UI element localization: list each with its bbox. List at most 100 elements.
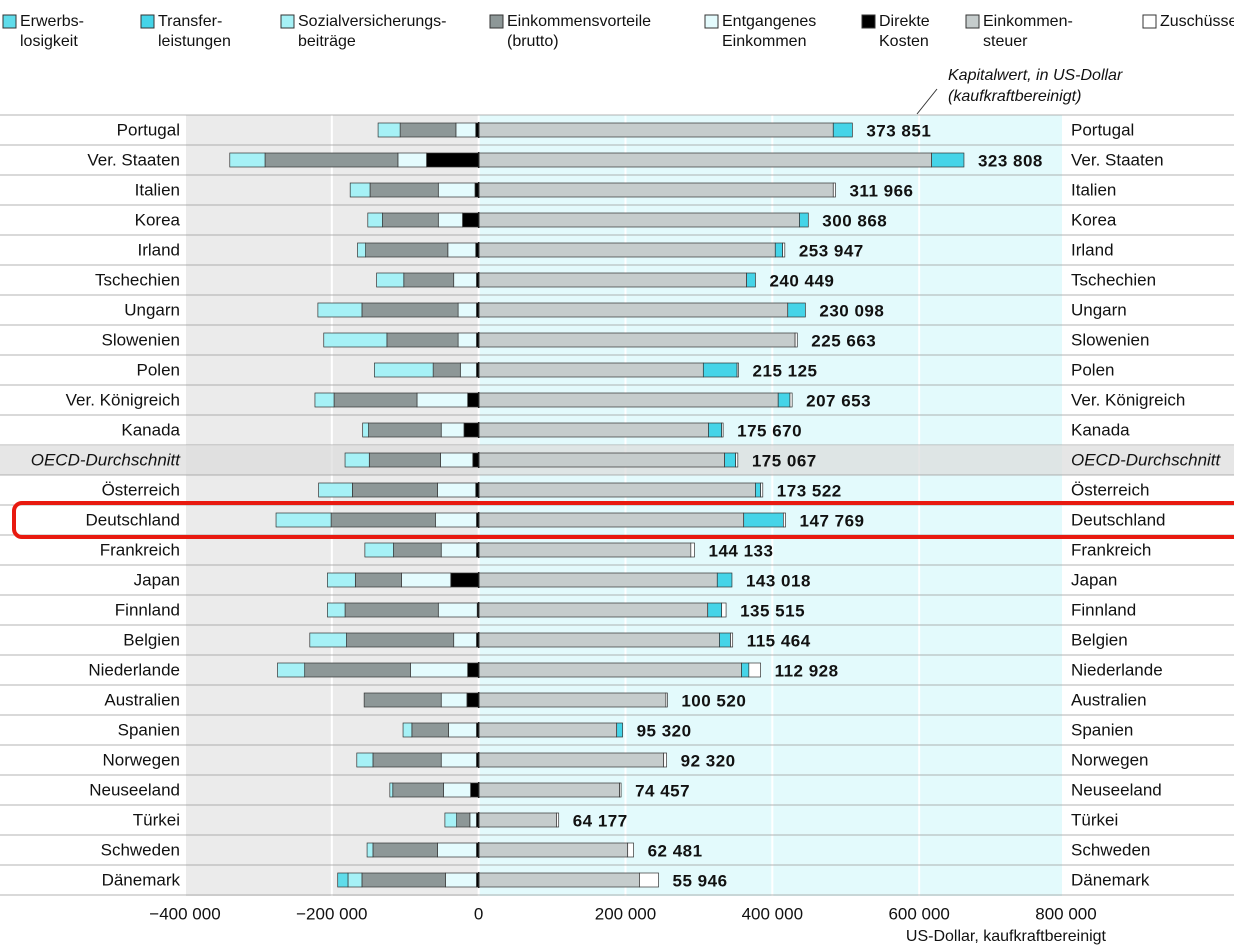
bar-segment [708,422,723,438]
net-value-label: 173 522 [777,481,842,500]
bar-segment [478,302,789,318]
bar-segment [459,362,477,378]
category-label: Australien [104,690,180,709]
bar-segment [363,692,442,708]
category-label: Slowenien [102,330,180,349]
bar-segment [478,422,709,438]
bar-segment [478,392,779,408]
bar-segment [619,782,622,798]
category-label-right: Deutschland [1071,510,1166,529]
bar-segment [448,722,477,738]
bar-segment [426,152,480,168]
category-label: Ver. Königreich [66,390,180,409]
net-value-label: 175 067 [752,451,817,470]
category-label-right: Niederlande [1071,660,1163,679]
bar-segment [229,152,266,168]
category-label-right: Australien [1071,690,1147,709]
net-value-label: 240 449 [769,271,834,290]
net-value-label: 230 098 [819,301,884,320]
category-label: Ver. Staaten [87,150,180,169]
category-label: Finnland [115,600,180,619]
bar-segment [304,662,411,678]
bar-segment [453,632,477,648]
bar-segment [735,452,739,468]
bar-segment [344,452,370,468]
bar-segment [450,572,480,588]
net-value-label: 253 947 [799,241,864,260]
legend-swatch [489,14,504,29]
bar-segment [478,212,800,228]
bar-segment [716,572,733,588]
net-value-label: 100 520 [681,691,746,710]
bar-segment [470,782,480,798]
bar-segment [368,422,442,438]
bar-segment [466,692,480,708]
net-value-label: 55 946 [673,871,728,890]
bar-segment [457,302,477,318]
bar-segment [462,212,480,228]
bar-segment [724,452,736,468]
bar-segment [721,422,724,438]
net-value-label: 300 868 [822,211,887,230]
bar-segment [469,812,477,828]
bar-segment [264,152,399,168]
bar-segment [386,332,459,348]
bar-segment [478,662,742,678]
bar-segment [372,842,438,858]
category-label: Italien [135,180,180,199]
bar-segment [372,752,442,768]
bar-segment [457,332,477,348]
bar-segment [389,782,394,798]
bar-segment [478,152,932,168]
x-tick-label: 200 000 [595,904,656,923]
bar-segment [478,362,704,378]
bar-segment [356,752,374,768]
bar-segment [447,242,477,258]
net-value-label: 311 966 [849,181,913,200]
net-value-label: 215 125 [753,361,818,380]
bar-segment [777,392,791,408]
category-label: Neuseeland [89,780,180,799]
highlight-frame [12,501,1234,539]
category-label: Österreich [102,480,180,499]
category-label: Korea [135,210,181,229]
bar-segment [730,632,734,648]
bar-segment [437,482,477,498]
category-label: Polen [137,360,180,379]
bar-segment [832,122,853,138]
bar-segment [437,182,476,198]
bar-segment [478,272,747,288]
bar-segment [275,512,332,528]
bar-segment [748,662,761,678]
bar-segment [367,212,383,228]
bar-segment [639,872,659,888]
bar-segment [478,572,718,588]
category-label-right: Japan [1071,570,1117,589]
category-label-right: Norwegen [1071,750,1149,769]
bar-segment [478,752,665,768]
bar-segment [330,512,436,528]
bar-segment [741,662,750,678]
bar-segment [416,392,469,408]
annotation: (kaufkraftbereinigt) [948,88,1081,105]
bar-segment [382,212,439,228]
bar-segment [368,452,441,468]
legend-swatch [280,14,295,29]
bar-segment [437,842,477,858]
bar-segment [346,632,455,648]
bar-segment [467,392,480,408]
legend-swatch [861,14,876,29]
bar-segment [743,512,784,528]
legend-label: Entgangenes Einkommen [722,13,816,50]
bar-segment [314,392,335,408]
net-value-label: 115 464 [747,631,811,650]
bar-segment [445,872,477,888]
bar-segment [392,782,444,798]
bar-segment [478,632,720,648]
bar-segment [478,542,692,558]
bar-segment [456,812,471,828]
legend-swatch [2,14,17,29]
bar-segment [393,542,442,558]
bar-segment [794,332,798,348]
category-label: Belgien [123,630,180,649]
